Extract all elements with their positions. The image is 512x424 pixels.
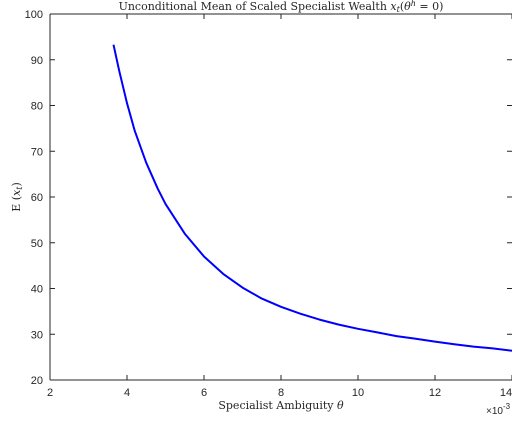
series-layer [112,44,512,352]
chart-title: Unconditional Mean of Scaled Specialist … [119,0,444,14]
y-tick-label: 50 [31,238,43,250]
x-axis-label: Specialist Ambiguity θ [218,399,344,412]
y-tick-label: 40 [31,284,43,296]
x-tick-label: 8 [278,387,284,399]
x-tick-label: 12 [429,387,441,399]
y-tick-label: 30 [31,329,43,341]
x-tick-label: 2 [47,387,53,399]
y-tick-label: 20 [31,375,43,387]
x-tick-label: 14 [500,387,512,399]
x-tick-label: 4 [124,387,130,399]
plot-area [50,14,512,380]
x-axis-exponent: ×10-3 [486,402,511,417]
x-tick-label: 6 [201,387,207,399]
y-tick-label: 80 [31,101,43,113]
y-tick-label: 60 [31,192,43,204]
series-line [112,44,512,352]
y-axis-label: E (xt) [10,182,24,212]
plot-axes: 2 4 6 8 10 12 14 20 30 40 50 60 70 80 90 100 [25,9,512,399]
y-tick-label: 90 [31,55,43,67]
x-tick-label: 10 [352,387,364,399]
y-tick-label: 70 [31,146,43,158]
y-tick-label: 100 [25,9,43,21]
